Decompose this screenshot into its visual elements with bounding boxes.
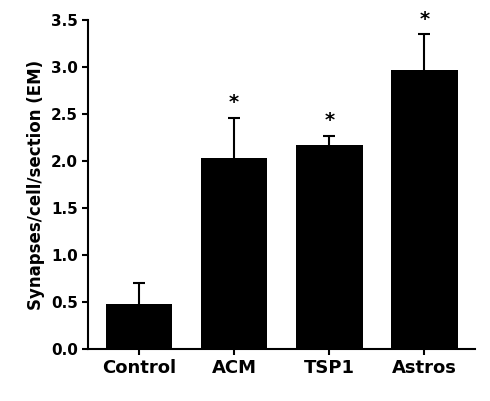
Text: *: * bbox=[324, 111, 334, 130]
Bar bbox=[106, 304, 172, 349]
Y-axis label: Synapses/cell/section (EM): Synapses/cell/section (EM) bbox=[27, 59, 45, 310]
Bar bbox=[296, 145, 363, 349]
Bar bbox=[201, 158, 268, 349]
Text: *: * bbox=[229, 93, 239, 112]
Text: *: * bbox=[419, 10, 429, 28]
Bar bbox=[391, 70, 458, 349]
